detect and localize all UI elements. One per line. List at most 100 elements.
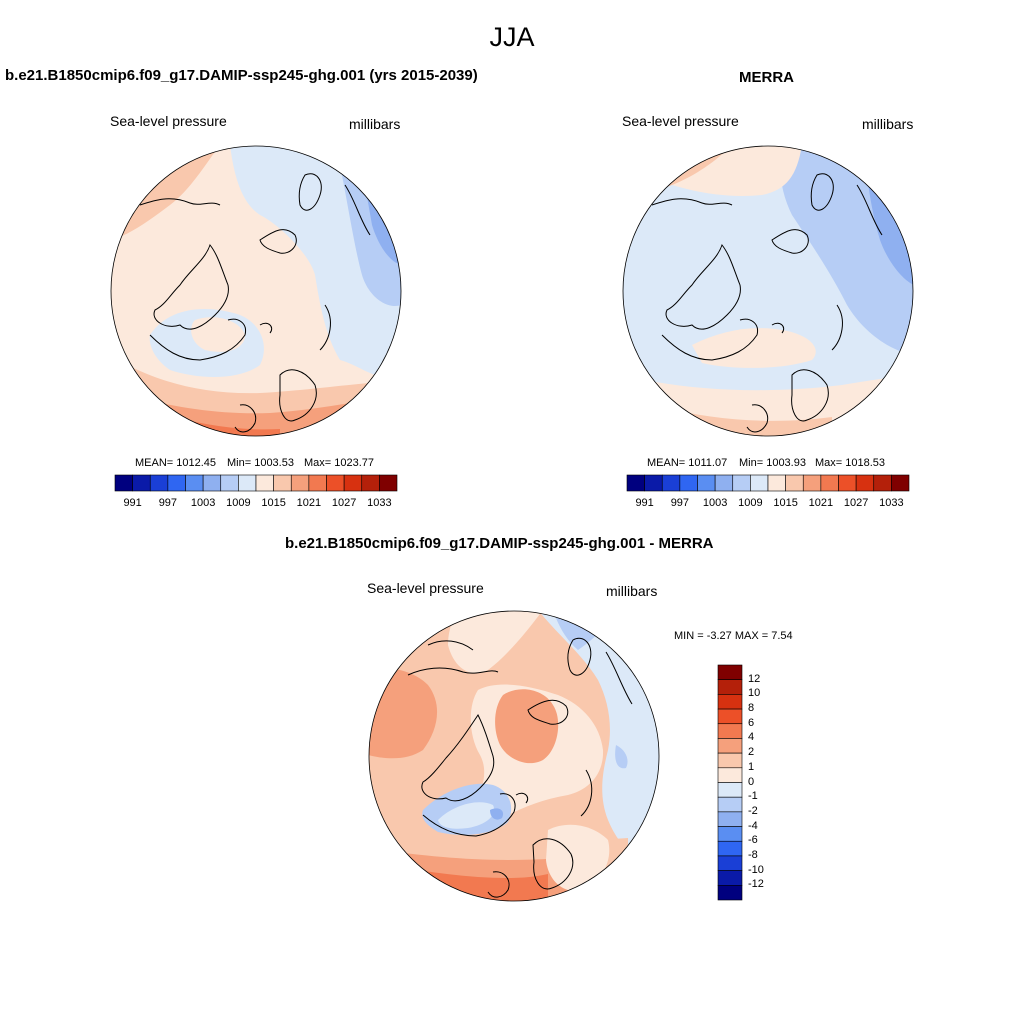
panel-3-variable: Sea-level pressure (367, 580, 484, 596)
colorbar-tick-label: -1 (748, 790, 758, 803)
colorbar-swatch (717, 708, 743, 725)
panel-2-min: Min= 1003.93 (739, 457, 806, 469)
colorbar-swatch (717, 664, 743, 680)
panel-1-variable: Sea-level pressure (110, 113, 227, 129)
colorbar-tick-label: 1033 (879, 497, 904, 509)
colorbar-swatch (149, 474, 169, 492)
panel-2-variable: Sea-level pressure (622, 113, 739, 129)
colorbar-swatch (717, 679, 743, 695)
colorbar-swatch (379, 474, 398, 492)
colorbar-swatch (873, 474, 892, 492)
panel-2-polar-map (622, 145, 914, 437)
colorbar-tick-label: 6 (748, 716, 755, 729)
colorbar-swatch (717, 885, 743, 901)
colorbar-swatch (732, 474, 751, 492)
colorbar-swatch (167, 474, 186, 492)
colorbar-tick-label: 991 (123, 497, 142, 509)
colorbar-swatch (202, 474, 222, 492)
panel-1-max: Max= 1023.77 (304, 457, 375, 469)
colorbar-tick-label: -6 (748, 834, 758, 847)
colorbar-swatch (220, 474, 239, 492)
colorbar-swatch (717, 738, 743, 754)
colorbar-swatch (644, 474, 663, 492)
colorbar-swatch (238, 474, 257, 492)
colorbar-tick-label: 1027 (331, 497, 357, 509)
colorbar-swatch (185, 474, 204, 492)
colorbar-swatch (838, 474, 857, 492)
colorbar-tick-label: 1009 (738, 497, 763, 509)
colorbar-tick-label: 8 (748, 702, 755, 715)
panel-3-polar-map (368, 610, 660, 902)
colorbar-tick-label: -4 (748, 819, 758, 832)
colorbar-swatch (820, 474, 839, 492)
colorbar-swatch (697, 474, 716, 492)
panel-3-minmax: MIN = -3.27 MAX = 7.54 (674, 630, 793, 642)
colorbar-tick-label: 12 (748, 672, 761, 685)
colorbar-tick-label: 10 (748, 687, 761, 700)
colorbar-swatch (855, 474, 875, 492)
panel-3-units: millibars (606, 583, 658, 599)
colorbar-swatch (661, 474, 681, 492)
colorbar-tick-label: 1033 (367, 497, 392, 509)
colorbar-swatch (717, 840, 743, 857)
panel-1-mean: MEAN= 1012.45 (135, 457, 217, 469)
panel-2-colorbar (626, 474, 910, 492)
colorbar-swatch (343, 474, 363, 492)
colorbar-tick-label: 1015 (261, 497, 286, 509)
panel-2-mean: MEAN= 1011.07 (647, 457, 728, 469)
colorbar-swatch (717, 694, 743, 710)
panel-1-polar-map (110, 145, 402, 437)
colorbar-swatch (626, 474, 645, 492)
panel-1-units: millibars (349, 116, 401, 132)
colorbar-swatch (717, 855, 743, 871)
panel-2-max: Max= 1018.53 (815, 457, 886, 469)
colorbar-swatch (132, 474, 151, 492)
colorbar-swatch (785, 474, 804, 492)
panel-1-colorbar (114, 474, 398, 492)
colorbar-tick-label: 997 (158, 497, 178, 509)
colorbar-swatch (361, 474, 380, 492)
colorbar-swatch (308, 474, 327, 492)
colorbar-tick-label: 4 (748, 731, 755, 744)
colorbar-tick-label: 991 (635, 497, 654, 509)
colorbar-swatch (717, 811, 743, 827)
panel-2-title: MERRA (739, 69, 794, 86)
colorbar-tick-label: -10 (748, 863, 764, 876)
colorbar-swatch (679, 474, 698, 492)
colorbar-tick-label: -2 (748, 804, 758, 817)
colorbar-swatch (717, 870, 743, 886)
colorbar-swatch (255, 474, 274, 492)
colorbar-swatch (750, 474, 769, 492)
panel-1-title: b.e21.B1850cmip6.f09_g17.DAMIP-ssp245-gh… (5, 67, 478, 84)
colorbar-tick-label: 1 (748, 760, 755, 773)
colorbar-swatch (717, 752, 743, 769)
colorbar-swatch (767, 474, 786, 492)
colorbar-tick-label: 997 (670, 497, 690, 509)
colorbar-swatch (717, 723, 743, 739)
panel-1-min: Min= 1003.53 (227, 457, 294, 469)
colorbar-tick-label: 1021 (296, 497, 322, 509)
colorbar-swatch (326, 474, 345, 492)
colorbar-tick-label: -12 (748, 878, 764, 891)
colorbar-tick-label: 1027 (843, 497, 869, 509)
panel-3-colorbar (717, 664, 743, 901)
colorbar-swatch (290, 474, 310, 492)
colorbar-swatch (717, 796, 743, 813)
colorbar-tick-label: 1015 (773, 497, 798, 509)
panel-3-title: b.e21.B1850cmip6.f09_g17.DAMIP-ssp245-gh… (285, 535, 714, 552)
colorbar-swatch (717, 782, 743, 798)
colorbar-swatch (714, 474, 734, 492)
colorbar-swatch (114, 474, 133, 492)
colorbar-tick-label: 1003 (190, 497, 216, 509)
colorbar-tick-label: 0 (748, 775, 755, 788)
colorbar-swatch (717, 826, 743, 842)
colorbar-swatch (891, 474, 910, 492)
colorbar-tick-label: 1003 (702, 497, 728, 509)
colorbar-tick-label: 1021 (808, 497, 834, 509)
colorbar-swatch (802, 474, 822, 492)
figure-title: JJA (489, 22, 535, 52)
colorbar-tick-label: -8 (748, 848, 758, 861)
colorbar-tick-label: 1009 (226, 497, 251, 509)
colorbar-tick-label: 2 (748, 746, 755, 759)
colorbar-swatch (717, 767, 743, 783)
